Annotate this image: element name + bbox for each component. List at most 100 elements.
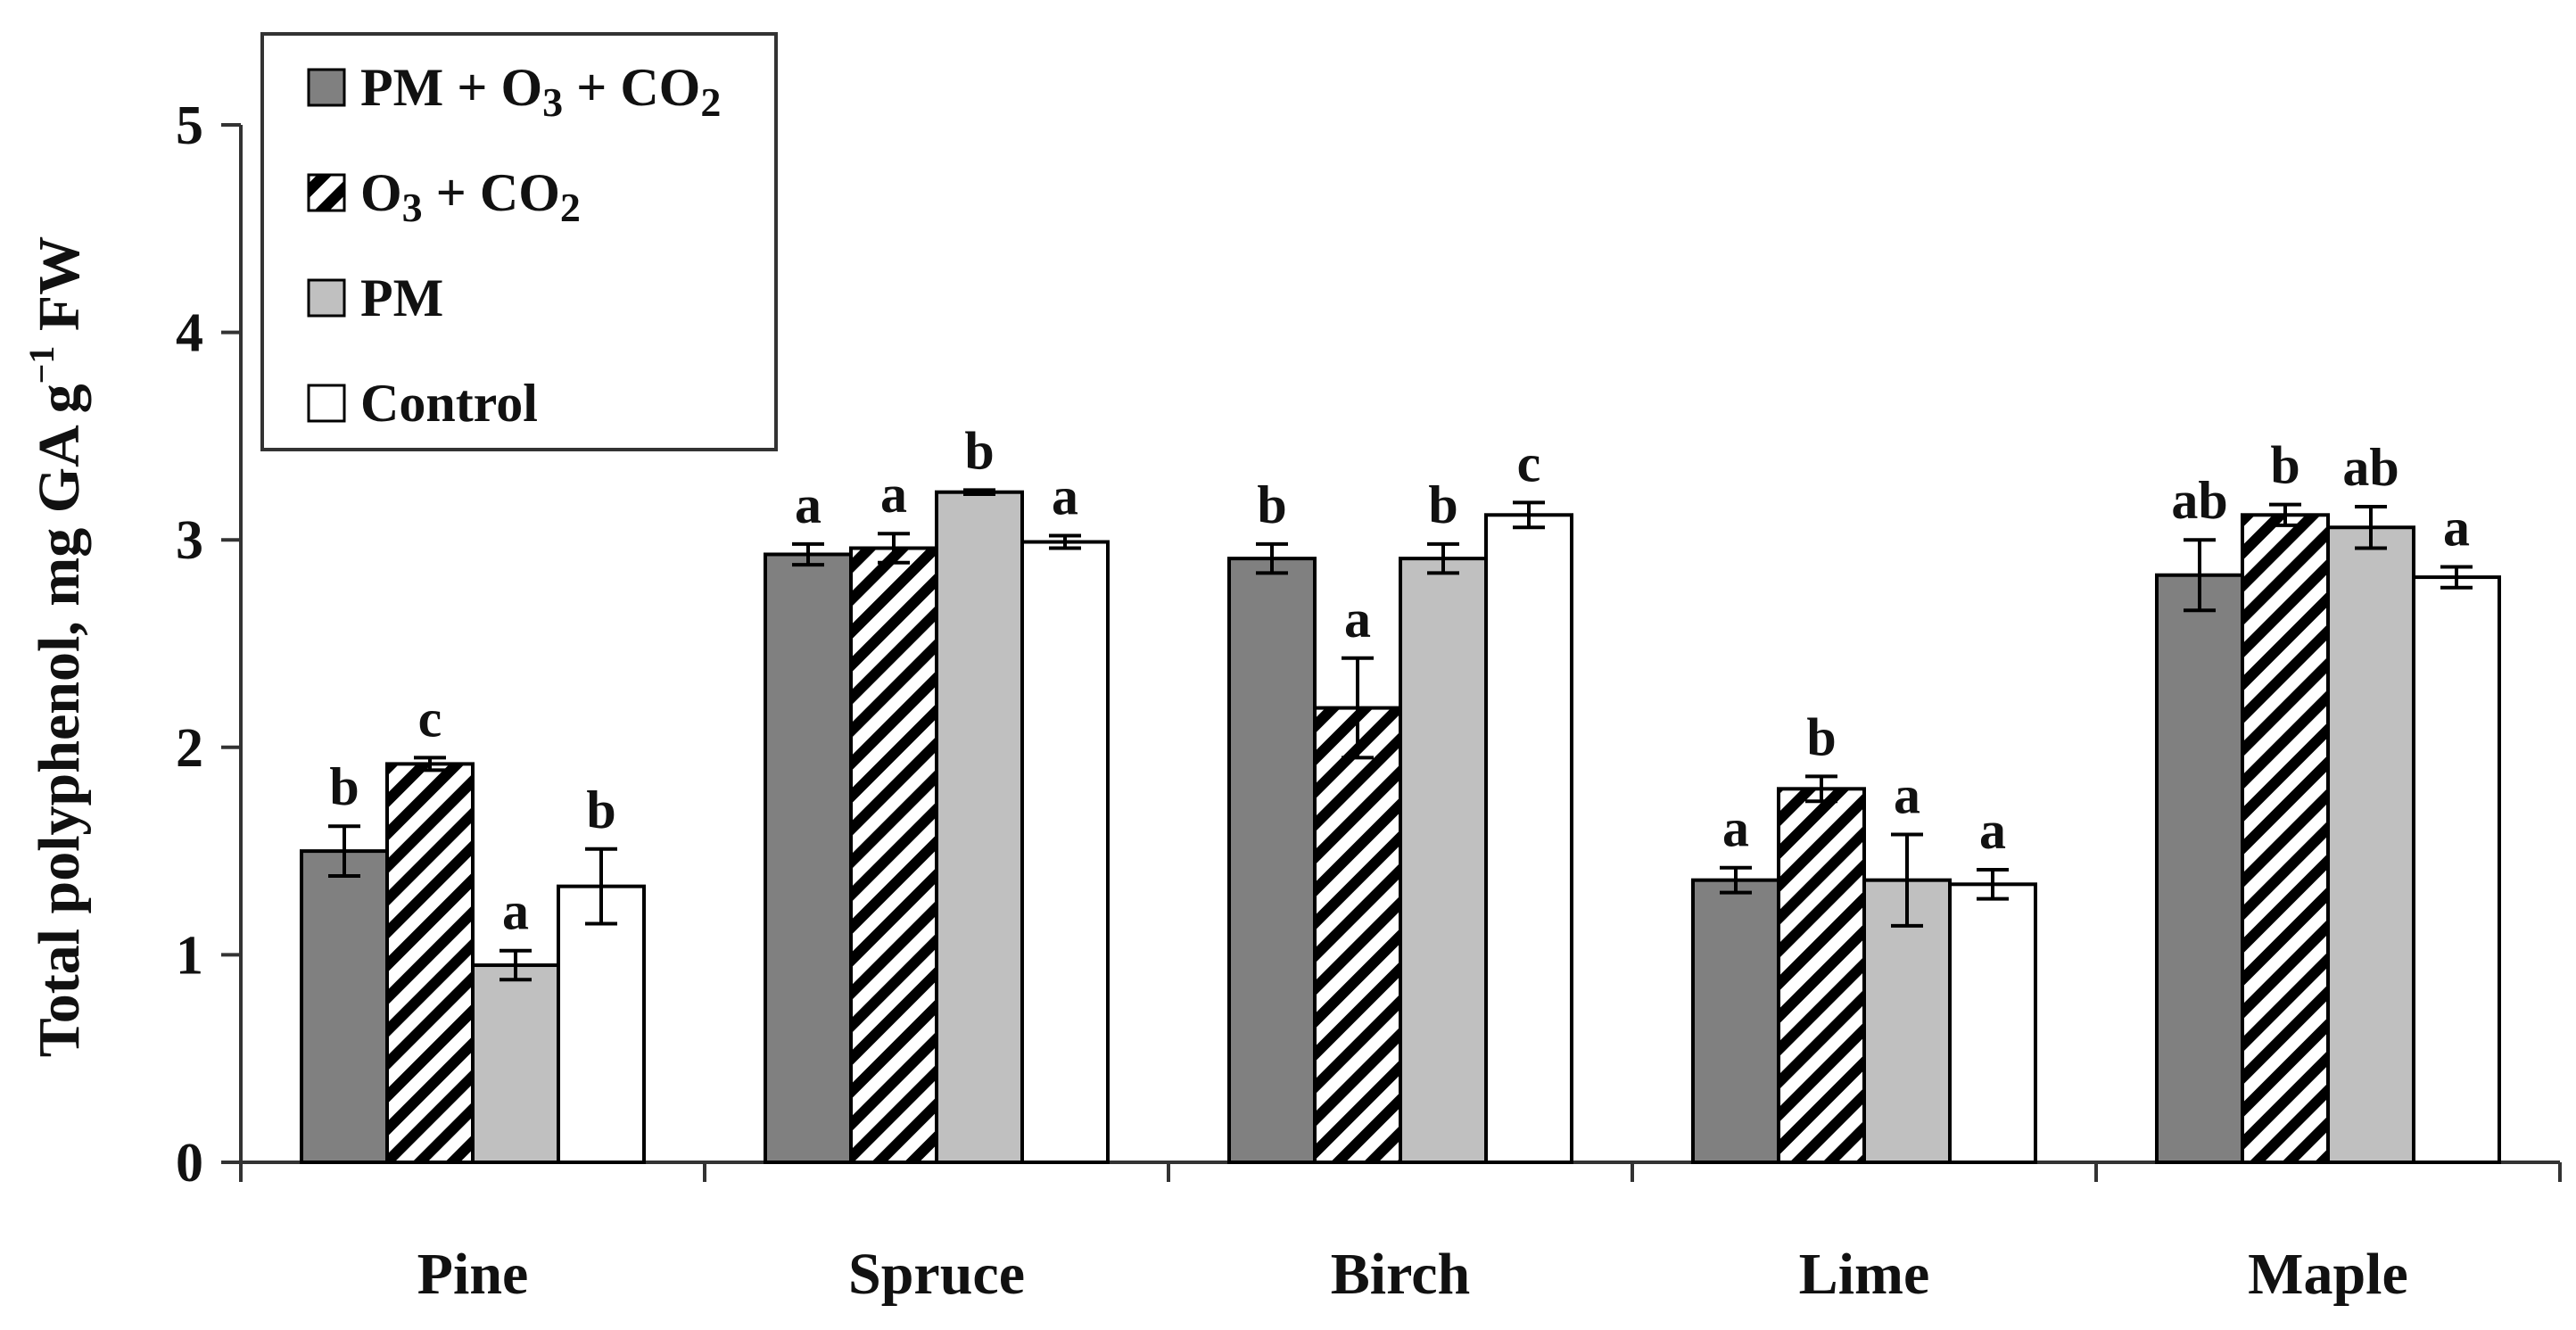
y-tick-label: 1 bbox=[176, 925, 203, 986]
bar bbox=[2155, 573, 2244, 1164]
x-ticks bbox=[239, 1162, 2562, 1182]
y-axis-label-main: Total polyphenol, mg GA g bbox=[27, 384, 92, 1057]
bar bbox=[2241, 513, 2330, 1164]
y-tick-label: 5 bbox=[176, 95, 203, 156]
bar bbox=[1313, 706, 1402, 1165]
significance-letter: ab bbox=[2342, 438, 2398, 497]
error-bar bbox=[2184, 538, 2216, 613]
significance-letter: b bbox=[2270, 436, 2299, 495]
bar bbox=[1227, 557, 1317, 1164]
y-tick-label: 3 bbox=[176, 510, 203, 571]
y-tick-label: 2 bbox=[176, 718, 203, 779]
bar bbox=[1777, 787, 1866, 1164]
bar bbox=[471, 963, 560, 1165]
error-bar bbox=[500, 948, 532, 982]
significance-letter: c bbox=[418, 689, 442, 748]
bar bbox=[764, 552, 853, 1164]
significance-letter: a bbox=[1894, 765, 1920, 824]
bar bbox=[1691, 878, 1780, 1164]
error-bar bbox=[963, 488, 995, 497]
error-bar bbox=[1256, 541, 1288, 575]
significance-letter: b bbox=[1806, 707, 1836, 766]
error-bar bbox=[1049, 533, 1081, 550]
category-label: Spruce bbox=[848, 1242, 1025, 1307]
y-axis: 0 1 2 3 4 5 Total polyphenol, mg GA g−1 FW bbox=[21, 95, 243, 1194]
significance-letter: a bbox=[1052, 467, 1078, 526]
legend-box bbox=[260, 32, 778, 451]
error-bar bbox=[1427, 541, 1459, 575]
legend-label-text: Control bbox=[360, 374, 538, 433]
bar bbox=[2412, 575, 2501, 1164]
error-bar bbox=[792, 541, 824, 567]
legend-label: PM + O3 + CO2 bbox=[360, 58, 721, 125]
legend-swatch bbox=[307, 68, 346, 107]
y-tick-label: 0 bbox=[176, 1133, 203, 1194]
error-bar bbox=[1513, 500, 1545, 530]
error-bar bbox=[1891, 832, 1923, 928]
bar bbox=[1948, 882, 2037, 1164]
error-bar bbox=[1805, 774, 1837, 804]
significance-letter: a bbox=[795, 475, 822, 534]
error-bar bbox=[1342, 656, 1374, 760]
y-axis-label-superscript: −1 bbox=[21, 346, 62, 384]
legend-swatch bbox=[307, 278, 346, 318]
legend-label-text: + CO bbox=[423, 163, 560, 222]
y-axis-label: Total polyphenol, mg GA g−1 FW bbox=[21, 236, 92, 1058]
y-ticks: 0 1 2 3 4 5 bbox=[176, 95, 241, 1194]
y-axis-label-suffix: FW bbox=[27, 236, 92, 346]
legend-label: Control bbox=[360, 374, 538, 433]
category-label: Lime bbox=[1799, 1242, 1930, 1307]
significance-letter: b bbox=[964, 421, 994, 480]
error-bar bbox=[878, 532, 910, 565]
legend-label-text: O bbox=[360, 163, 402, 222]
error-bar bbox=[1977, 868, 2009, 901]
legend-label-subscript: 2 bbox=[560, 185, 581, 230]
significance-letter: ab bbox=[2171, 471, 2227, 530]
bar bbox=[300, 849, 389, 1164]
legend-label-text: + CO bbox=[563, 58, 700, 117]
legend-label-subscript: 2 bbox=[700, 79, 721, 125]
bar bbox=[385, 762, 475, 1165]
significance-letter: a bbox=[1722, 799, 1749, 858]
legend-label-text: PM + O bbox=[360, 58, 542, 117]
significance-letter: a bbox=[1979, 801, 2006, 860]
significance-letter: a bbox=[502, 882, 529, 941]
significance-letter: c bbox=[1517, 434, 1541, 492]
category-labels: Pine Spruce Birch Lime Maple bbox=[417, 1242, 2408, 1307]
significance-letter: a bbox=[880, 465, 907, 524]
category-label: Maple bbox=[2248, 1242, 2408, 1307]
category-label: Pine bbox=[417, 1242, 529, 1307]
bar bbox=[935, 490, 1024, 1164]
error-bar bbox=[328, 824, 360, 879]
bar bbox=[1399, 557, 1488, 1164]
category-label: Birch bbox=[1331, 1242, 1470, 1307]
significance-letter: a bbox=[1344, 590, 1371, 648]
significance-letter: b bbox=[1428, 475, 1457, 534]
legend-swatch bbox=[307, 173, 346, 212]
legend-label-text: PM bbox=[360, 268, 443, 327]
legend-label: O3 + CO2 bbox=[360, 163, 581, 230]
significance-letter: a bbox=[2443, 498, 2470, 557]
error-bar bbox=[414, 756, 446, 772]
legend-swatch bbox=[307, 384, 346, 423]
error-bar bbox=[585, 847, 617, 926]
legend-label-subscript: 3 bbox=[542, 79, 563, 125]
bar bbox=[557, 884, 646, 1165]
error-bar bbox=[2269, 502, 2301, 527]
x-axis: Pine Spruce Birch Lime Maple bbox=[239, 1161, 2562, 1307]
bars bbox=[300, 490, 2501, 1165]
error-bar bbox=[2440, 565, 2473, 590]
error-bar bbox=[1720, 865, 1752, 895]
bar bbox=[2326, 525, 2415, 1164]
bar bbox=[1484, 513, 1573, 1164]
error-bar bbox=[2355, 504, 2387, 550]
significance-letter: b bbox=[1257, 475, 1286, 534]
bar bbox=[849, 546, 938, 1164]
significance-letter: b bbox=[329, 757, 359, 816]
legend-label: PM bbox=[360, 268, 443, 327]
bar bbox=[1020, 540, 1110, 1164]
